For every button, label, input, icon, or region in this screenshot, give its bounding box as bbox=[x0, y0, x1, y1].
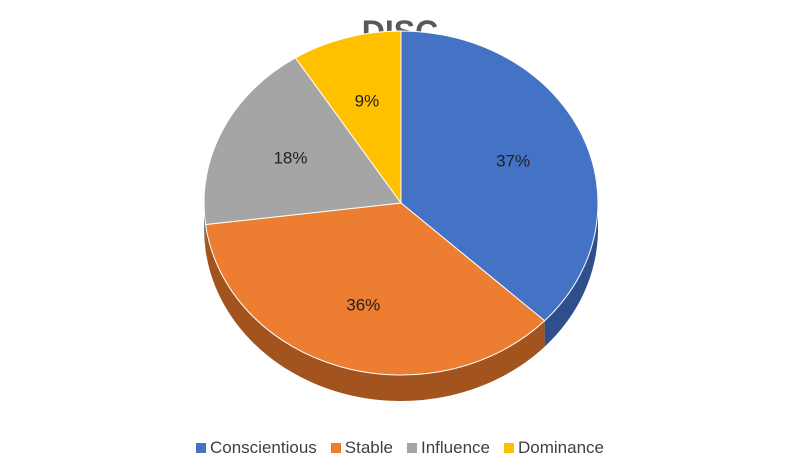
legend-label-dominance: Dominance bbox=[517, 438, 604, 457]
data-label-conscientious: 37% bbox=[496, 152, 530, 171]
data-label-dominance: 9% bbox=[355, 92, 380, 111]
legend-item-influence: Influence bbox=[406, 438, 490, 458]
legend-label-conscientious: Conscientious bbox=[210, 438, 317, 457]
pie-slice-stable bbox=[204, 202, 546, 376]
data-label-influence: 18% bbox=[273, 149, 307, 168]
legend-swatch-dominance bbox=[503, 443, 514, 453]
legend-item-dominance: Dominance bbox=[503, 438, 604, 458]
legend-swatch-influence bbox=[406, 443, 417, 453]
pie-side-conscientious bbox=[544, 203, 598, 347]
legend-swatch-stable bbox=[330, 443, 341, 453]
chart-legend: Conscientious Stable Influence Dominance bbox=[0, 438, 800, 458]
legend-item-conscientious: Conscientious bbox=[196, 438, 317, 458]
data-label-stable: 36% bbox=[346, 295, 380, 314]
legend-label-stable: Stable bbox=[344, 438, 393, 457]
legend-label-influence: Influence bbox=[420, 438, 490, 457]
pie-side-stable bbox=[205, 224, 545, 401]
pie-slice-conscientious bbox=[400, 30, 599, 322]
pie-slice-influence bbox=[203, 57, 402, 226]
legend-swatch-conscientious bbox=[196, 443, 206, 453]
legend-item-stable: Stable bbox=[330, 438, 393, 458]
pie-slice-dominance bbox=[294, 30, 402, 205]
